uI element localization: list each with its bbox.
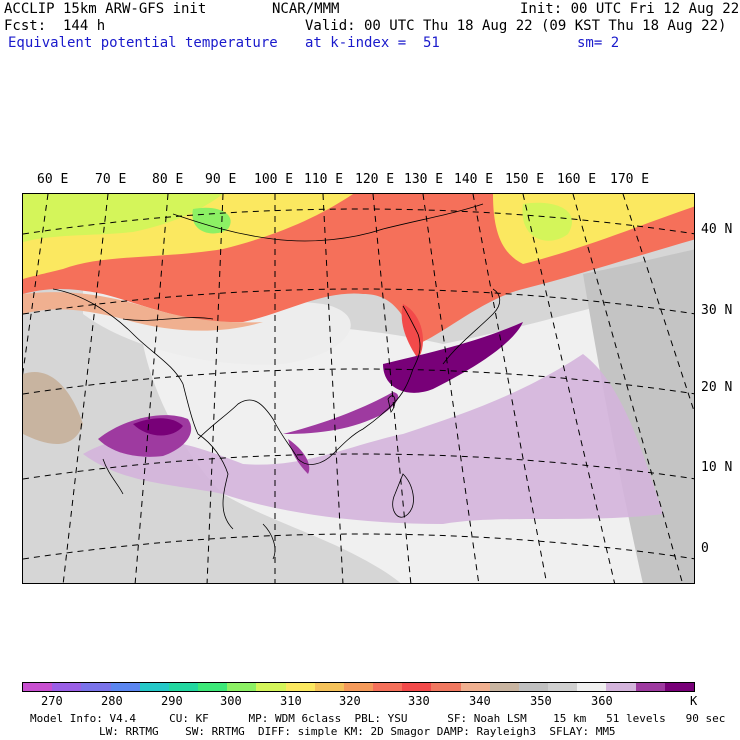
lat-label: 20 N — [701, 380, 733, 395]
india-coast — [102, 458, 124, 495]
south-china-sea-band — [283, 392, 399, 434]
colorbar-label: 350 — [530, 694, 552, 708]
colorbar-swatch — [285, 683, 315, 691]
lon-label: 130 E — [404, 172, 444, 187]
arabian-tan-region — [23, 372, 83, 444]
lon-label: 80 E — [152, 172, 184, 187]
korea-warm-patch — [401, 304, 423, 359]
lon-label: 120 E — [355, 172, 395, 187]
colorbar-label: 280 — [101, 694, 123, 708]
valid-time: Valid: 00 UTC Thu 18 Aug 22 (09 KST Thu … — [305, 18, 727, 34]
colorbar-label: 320 — [339, 694, 361, 708]
colorbar-swatch — [227, 683, 257, 691]
lon-label: 60 E — [37, 172, 69, 187]
colorbar-label: 360 — [591, 694, 613, 708]
smoothing-label: sm= 2 — [577, 35, 620, 51]
colorbar-swatch — [52, 683, 82, 691]
border-line — [122, 317, 214, 321]
map-canvas — [23, 194, 694, 583]
light-green-patch-east — [522, 202, 572, 241]
bay-of-bengal-core — [133, 418, 183, 436]
model-info-line2: LW: RRTMG SW: RRTMG DIFF: simple KM: 2D … — [99, 725, 616, 738]
lon-label: 110 E — [304, 172, 344, 187]
border-line — [172, 203, 484, 242]
lon-label: 70 E — [95, 172, 127, 187]
coastline — [197, 305, 421, 465]
lon-label: 90 E — [205, 172, 237, 187]
model-title: ACCLIP 15km ARW-GFS init — [4, 1, 207, 17]
colorbar-swatch — [664, 683, 694, 691]
colorbar-swatch — [635, 683, 665, 691]
colorbar-swatch — [81, 683, 111, 691]
lon-line — [622, 194, 694, 413]
coastline — [52, 288, 234, 530]
lon-label: 150 E — [505, 172, 545, 187]
lon-line — [572, 194, 683, 583]
lat-label: 40 N — [701, 222, 733, 237]
colorbar-swatch — [548, 683, 578, 691]
pacific-purple-band — [383, 322, 523, 393]
east-gray-region — [583, 249, 694, 583]
colorbar-swatch — [139, 683, 169, 691]
colorbar-swatch — [343, 683, 374, 691]
colorbar-swatch — [168, 683, 199, 691]
lon-line — [472, 194, 548, 583]
colorbar-swatch — [460, 683, 490, 691]
colorbar-label: 330 — [408, 694, 430, 708]
colorbar-swatch — [402, 683, 432, 691]
model-info-line1: Model Info: V4.4 CU: KF MP: WDM 6class P… — [30, 712, 726, 725]
field-name: Equivalent potential temperature — [8, 35, 278, 51]
graticule — [23, 194, 694, 583]
taiwan-coast — [387, 395, 396, 413]
colorbar-label: 340 — [469, 694, 491, 708]
colorbar-swatch — [256, 683, 286, 691]
philippines-coast — [392, 473, 414, 518]
colorbar-label: 270 — [41, 694, 63, 708]
colorbar-label: 290 — [161, 694, 183, 708]
coastlines — [52, 203, 501, 560]
lat-label: 30 N — [701, 303, 733, 318]
colorbar-swatch — [489, 683, 519, 691]
colorbar-swatch — [373, 683, 403, 691]
lon-label: 160 E — [557, 172, 597, 187]
lon-line — [522, 194, 616, 583]
colorbar-swatch — [110, 683, 140, 691]
forecast-hour: Fcst: 144 h — [4, 18, 106, 34]
lon-label: 100 E — [254, 172, 294, 187]
light-green-region — [23, 194, 223, 242]
colorbar-swatch — [198, 683, 228, 691]
init-time: Init: 00 UTC Fri 12 Aug 22 — [520, 1, 740, 17]
colorbar — [22, 682, 695, 692]
colorbar-swatch — [577, 683, 607, 691]
colorbar-swatch — [606, 683, 636, 691]
colorbar-label: 310 — [280, 694, 302, 708]
malaysia-coast — [262, 523, 276, 560]
center-label: NCAR/MMM — [272, 1, 340, 17]
colorbar-swatch — [518, 683, 549, 691]
lavender-region — [83, 354, 663, 524]
lon-label: 140 E — [454, 172, 494, 187]
theta-e-map — [22, 193, 695, 584]
lon-label: 170 E — [610, 172, 650, 187]
lat-label: 0 — [701, 541, 709, 556]
lat-label: 10 N — [701, 460, 733, 475]
colorbar-swatch — [314, 683, 344, 691]
level-label: at k-index = 51 — [305, 35, 440, 51]
colorbar-label: 300 — [220, 694, 242, 708]
colorbar-swatch — [23, 683, 53, 691]
colorbar-unit: K — [690, 694, 698, 708]
japan-coast — [442, 288, 501, 365]
gulf-tonkin-patch — [288, 439, 310, 474]
peach-band — [23, 292, 263, 331]
colorbar-swatch — [431, 683, 461, 691]
